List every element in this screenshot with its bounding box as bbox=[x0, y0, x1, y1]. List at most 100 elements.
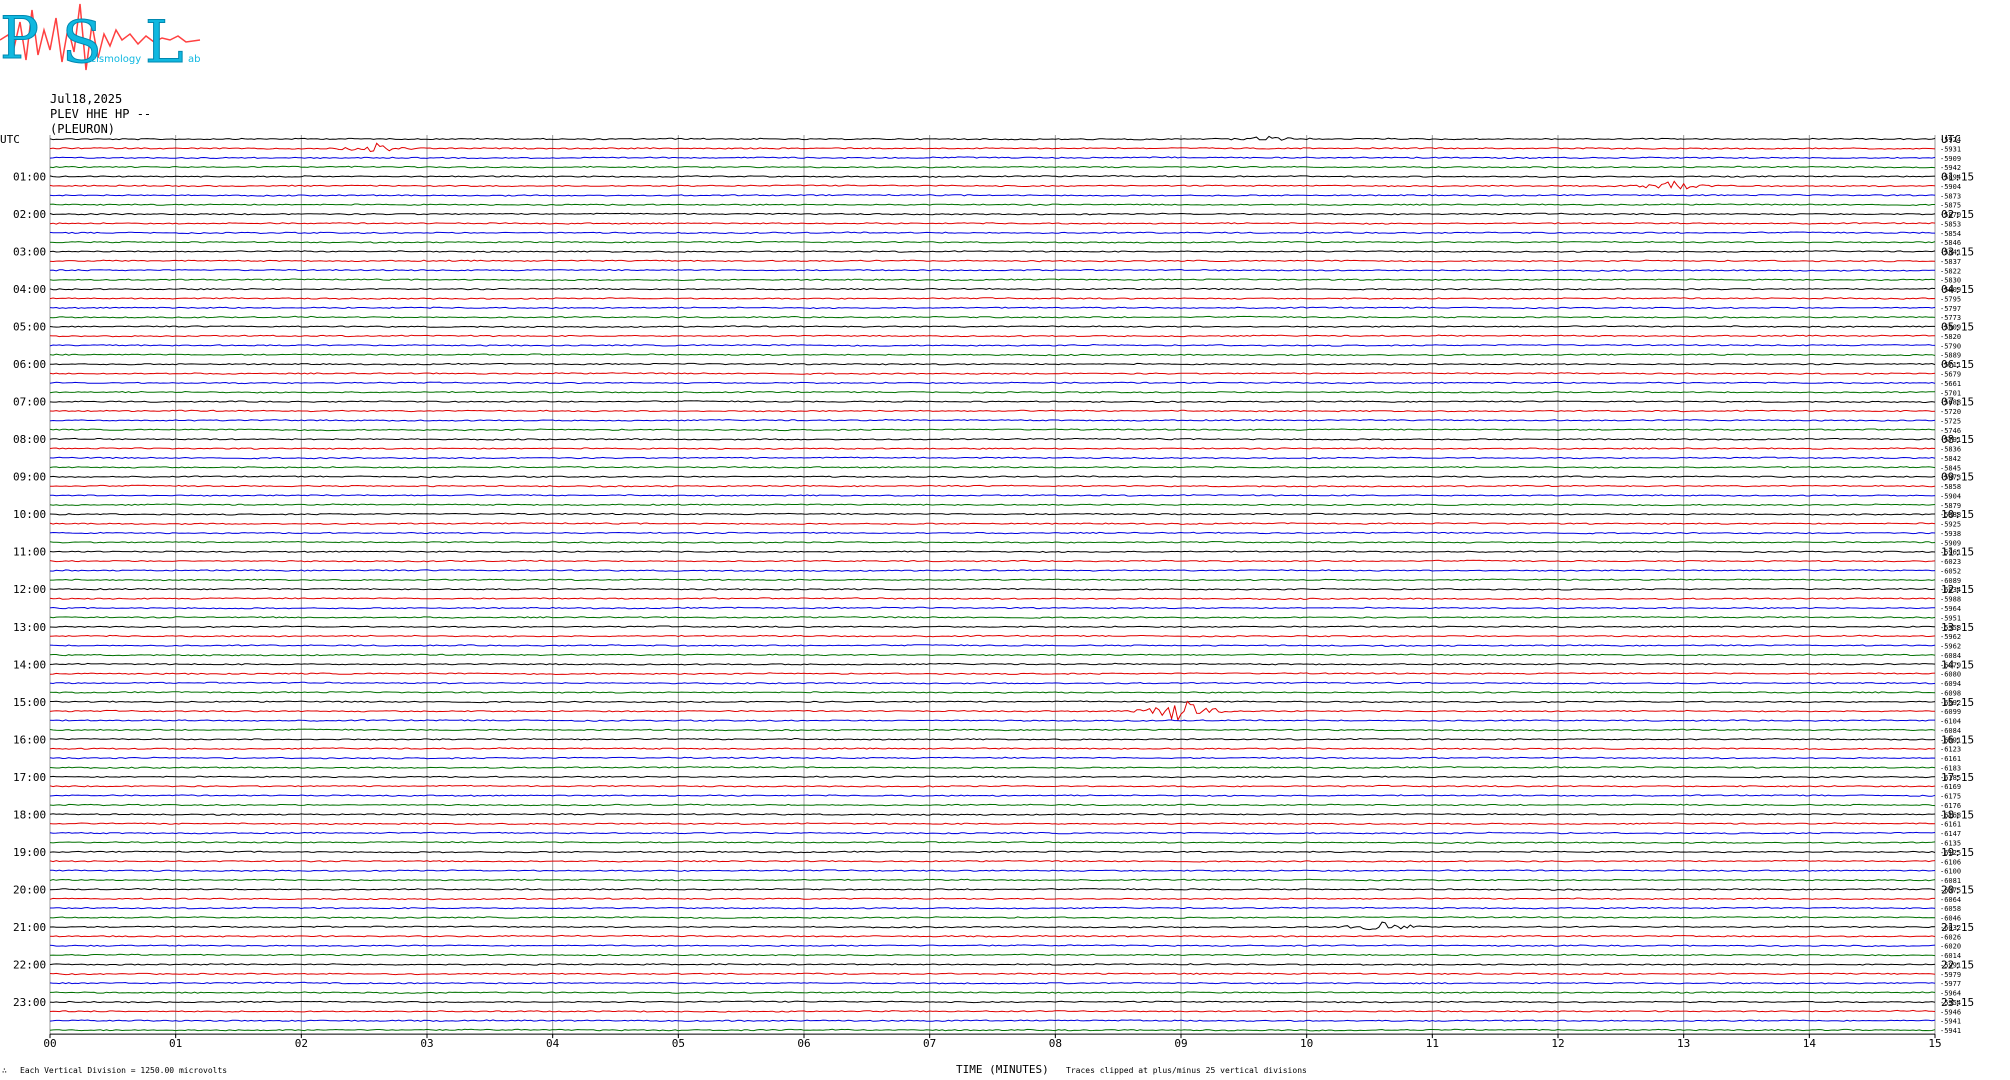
seismic-trace bbox=[49, 728, 1936, 732]
hour-label-left: 12:00 bbox=[13, 583, 46, 596]
x-tick-label: 13 bbox=[1677, 1037, 1690, 1050]
trace-offset-label: -5842 bbox=[1940, 455, 1961, 463]
seismic-trace bbox=[49, 428, 1936, 432]
trace-offset-label: -5941 bbox=[1940, 1027, 1961, 1035]
seismic-trace bbox=[49, 1019, 1936, 1022]
seismic-trace bbox=[49, 409, 1936, 413]
scale-note: Each Vertical Division = 1250.00 microvo… bbox=[20, 1066, 228, 1075]
seismic-trace bbox=[49, 878, 1936, 882]
header-station: (PLEURON) bbox=[50, 122, 116, 136]
trace-offset-label: -5988 bbox=[1940, 596, 1961, 604]
seismic-trace bbox=[49, 240, 1936, 244]
hour-label-left: 16:00 bbox=[13, 733, 46, 746]
trace-offset-label: -5904 bbox=[1940, 492, 1961, 500]
trace-offset-label: -6169 bbox=[1940, 783, 1961, 791]
trace-offset-label: -5873 bbox=[1940, 192, 1961, 200]
seismic-trace bbox=[49, 775, 1936, 779]
trace-offset-label: -6052 bbox=[1940, 567, 1961, 575]
trace-offset-label: -6094 bbox=[1940, 680, 1961, 688]
hour-label-right: 20:15 bbox=[1941, 883, 1974, 896]
trace-offset-label: -6034 bbox=[1940, 586, 1961, 594]
seismic-trace bbox=[49, 756, 1936, 760]
seismic-trace bbox=[49, 784, 1936, 788]
trace-offset-label: -6026 bbox=[1940, 933, 1961, 941]
hour-label-left: 13:00 bbox=[13, 621, 46, 634]
seismic-trace bbox=[49, 831, 1936, 835]
trace-offset-label: -5822 bbox=[1940, 267, 1961, 275]
hour-label-right: 16:15 bbox=[1941, 733, 1974, 746]
trace-offset-label: -6084 bbox=[1940, 652, 1961, 660]
seismic-trace bbox=[49, 418, 1936, 422]
seismic-trace bbox=[49, 142, 1936, 153]
trace-offset-label: -5964 bbox=[1940, 990, 1961, 998]
seismic-trace bbox=[50, 700, 1936, 704]
seismic-trace bbox=[49, 550, 1936, 554]
seismic-trace bbox=[49, 465, 1936, 469]
hour-label-right: 13:15 bbox=[1941, 621, 1974, 634]
hour-label-right: 11:15 bbox=[1941, 546, 1974, 559]
hour-label-right: 04:15 bbox=[1941, 283, 1974, 296]
seismic-trace bbox=[49, 653, 1936, 657]
trace-offset-label: -5836 bbox=[1940, 446, 1961, 454]
hour-label-left: 08:00 bbox=[13, 433, 46, 446]
logo-small-ab: ab bbox=[188, 54, 200, 65]
hour-label-left: 23:00 bbox=[13, 996, 46, 1009]
seismic-trace bbox=[49, 766, 1936, 769]
seismic-trace bbox=[49, 297, 1936, 300]
seismic-trace bbox=[49, 1009, 1936, 1013]
trace-offset-label: -6058 bbox=[1940, 905, 1961, 913]
seismic-trace bbox=[49, 203, 1935, 207]
trace-offset-label: -5979 bbox=[1940, 971, 1961, 979]
trace-offset-label: -5941 bbox=[1940, 1018, 1961, 1026]
hour-label-right: 06:15 bbox=[1941, 358, 1974, 371]
hour-label-left: 19:00 bbox=[13, 846, 46, 859]
psl-logo: P S L eismology ab bbox=[0, 0, 210, 80]
seismic-trace bbox=[49, 859, 1936, 863]
trace-offset-label: -5961 bbox=[1940, 549, 1961, 557]
trace-offset-label: -6089 bbox=[1940, 577, 1961, 585]
trace-offset-label: -6075 bbox=[1940, 886, 1961, 894]
trace-offset-label: -6014 bbox=[1940, 952, 1961, 960]
seismic-trace bbox=[49, 672, 1936, 676]
hour-label-left: 14:00 bbox=[13, 658, 46, 671]
trace-offset-label: -5809 bbox=[1940, 324, 1961, 332]
trace-offset-label: -6091 bbox=[1940, 736, 1961, 744]
seismic-trace bbox=[49, 222, 1936, 225]
trace-offset-label: -5830 bbox=[1940, 277, 1961, 285]
trace-offset-label: -5711 bbox=[1940, 361, 1961, 369]
hour-label-left: 07:00 bbox=[13, 396, 46, 409]
hour-label-left: UTC bbox=[0, 133, 20, 146]
seismic-trace bbox=[49, 559, 1936, 563]
x-tick-label: 10 bbox=[1300, 1037, 1313, 1050]
hour-label-left: 11:00 bbox=[13, 546, 46, 559]
trace-offset-label: -6175 bbox=[1940, 793, 1961, 801]
seismic-trace bbox=[49, 841, 1936, 844]
hour-label-left: 01:00 bbox=[13, 171, 46, 184]
hour-label-right: 12:15 bbox=[1941, 583, 1974, 596]
trace-offset-label: -6123 bbox=[1940, 746, 1961, 754]
trace-offset-label: -6183 bbox=[1940, 764, 1961, 772]
seismic-trace bbox=[49, 747, 1936, 750]
x-tick-label: 07 bbox=[923, 1037, 936, 1050]
seismic-trace bbox=[49, 484, 1936, 488]
hour-label-right: 10:15 bbox=[1941, 508, 1974, 521]
header-date: Jul18,2025 bbox=[50, 92, 123, 106]
hour-label-right: 09:15 bbox=[1941, 471, 1974, 484]
seismic-trace bbox=[49, 231, 1935, 235]
trace-offset-label: -5858 bbox=[1940, 483, 1961, 491]
seismic-trace bbox=[49, 315, 1936, 319]
seismic-trace bbox=[49, 540, 1936, 544]
seismic-trace bbox=[49, 662, 1936, 666]
trace-offset-label: -5820 bbox=[1940, 333, 1961, 341]
corner-mark: ∴ bbox=[2, 1066, 7, 1075]
hour-label-left: 02:00 bbox=[13, 208, 46, 221]
x-tick-label: 03 bbox=[420, 1037, 433, 1050]
seismic-trace bbox=[49, 447, 1936, 450]
trace-offset-label: -5977 bbox=[1940, 980, 1961, 988]
trace-offset-label: -5791 bbox=[1940, 436, 1961, 444]
seismic-trace bbox=[49, 343, 1936, 347]
x-tick-label: 06 bbox=[797, 1037, 810, 1050]
trace-offset-label: -5889 bbox=[1940, 352, 1961, 360]
seismic-trace bbox=[49, 822, 1936, 826]
hour-label-left: 17:00 bbox=[13, 771, 46, 784]
